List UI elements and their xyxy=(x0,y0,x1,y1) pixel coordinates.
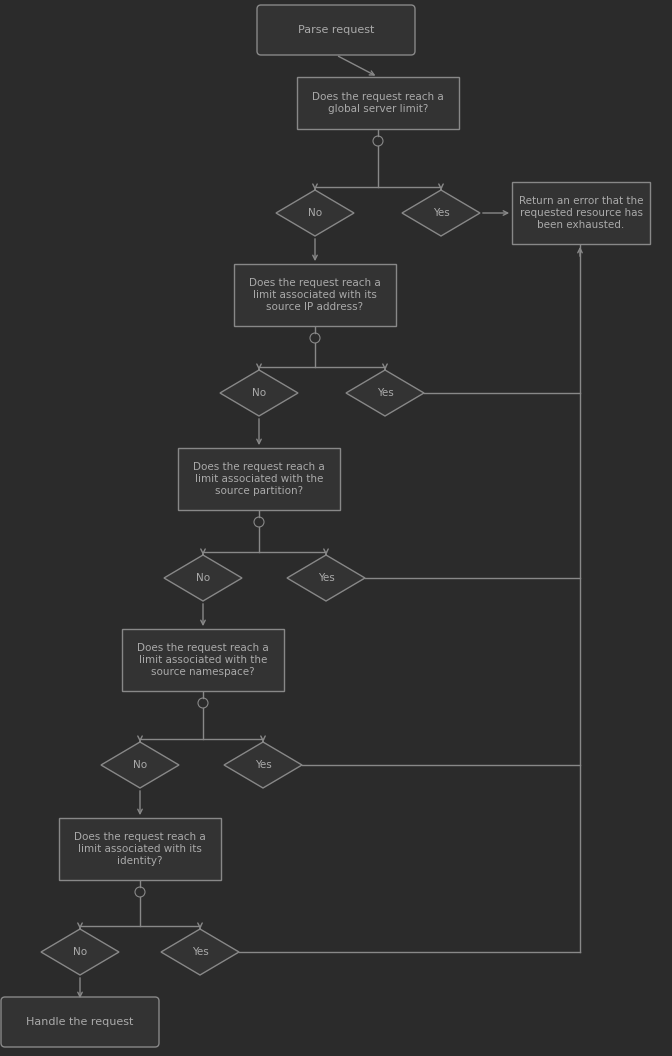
Text: Handle the request: Handle the request xyxy=(26,1017,134,1027)
Text: Yes: Yes xyxy=(192,947,208,957)
Text: No: No xyxy=(196,573,210,583)
FancyBboxPatch shape xyxy=(1,997,159,1046)
Text: Does the request reach a
global server limit?: Does the request reach a global server l… xyxy=(312,92,444,114)
Polygon shape xyxy=(101,742,179,788)
Polygon shape xyxy=(346,370,424,416)
Text: No: No xyxy=(308,208,322,218)
Polygon shape xyxy=(287,555,365,601)
Polygon shape xyxy=(224,742,302,788)
Bar xyxy=(512,182,650,244)
Polygon shape xyxy=(41,929,119,975)
Text: No: No xyxy=(73,947,87,957)
Text: Does the request reach a
limit associated with the
source namespace?: Does the request reach a limit associate… xyxy=(137,643,269,677)
Text: Parse request: Parse request xyxy=(298,25,374,35)
Text: Yes: Yes xyxy=(433,208,450,218)
Bar xyxy=(178,448,340,510)
Text: Return an error that the
requested resource has
been exhausted.: Return an error that the requested resou… xyxy=(519,196,643,229)
Text: Yes: Yes xyxy=(255,760,271,770)
Polygon shape xyxy=(220,370,298,416)
Polygon shape xyxy=(276,190,354,235)
Text: No: No xyxy=(133,760,147,770)
Text: Yes: Yes xyxy=(318,573,335,583)
Text: Yes: Yes xyxy=(376,388,393,398)
Text: Does the request reach a
limit associated with its
identity?: Does the request reach a limit associate… xyxy=(74,832,206,866)
Bar xyxy=(234,264,396,326)
Polygon shape xyxy=(161,929,239,975)
Bar xyxy=(297,77,459,129)
FancyBboxPatch shape xyxy=(257,5,415,55)
Bar xyxy=(59,818,221,880)
Text: No: No xyxy=(252,388,266,398)
Polygon shape xyxy=(164,555,242,601)
Text: Does the request reach a
limit associated with the
source partition?: Does the request reach a limit associate… xyxy=(193,463,325,495)
Text: Does the request reach a
limit associated with its
source IP address?: Does the request reach a limit associate… xyxy=(249,279,381,312)
Polygon shape xyxy=(402,190,480,235)
Bar xyxy=(122,629,284,691)
